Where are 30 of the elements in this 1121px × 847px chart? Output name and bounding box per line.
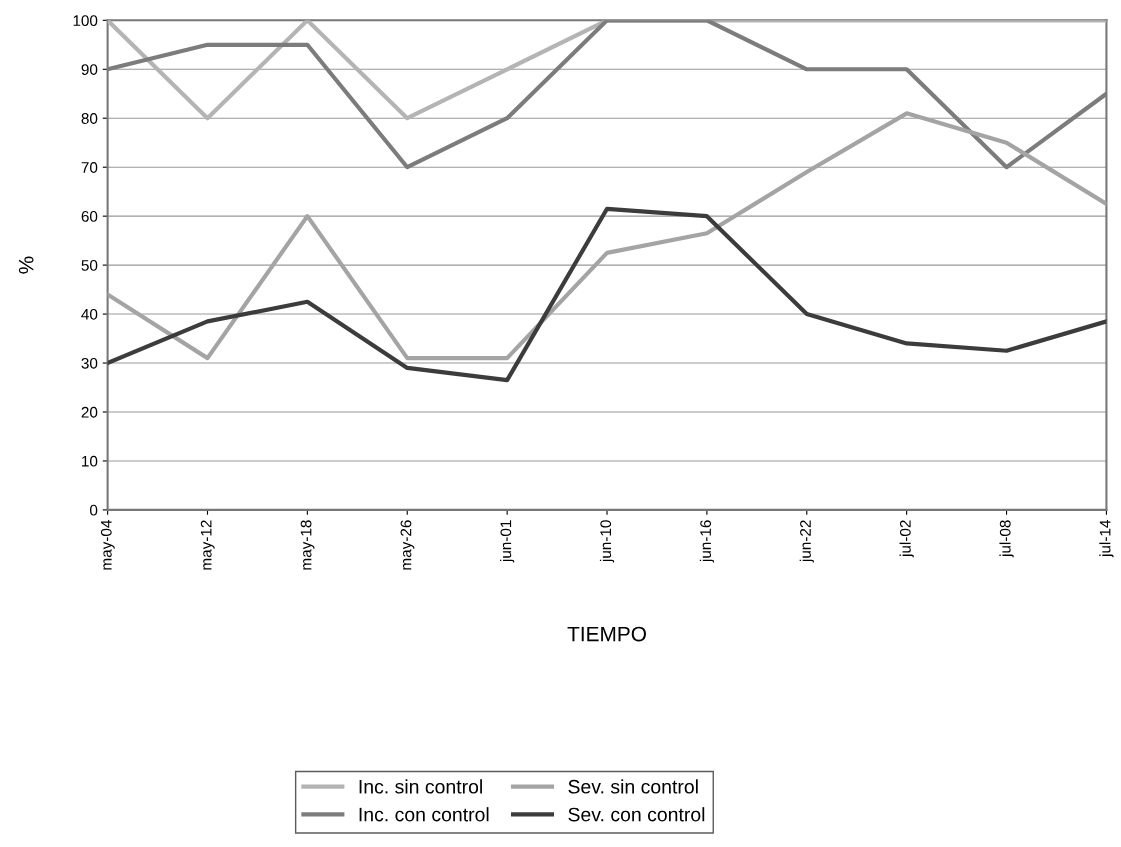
y-tick-label: 30 — [81, 357, 98, 369]
x-tick-label: may-04 — [100, 520, 115, 570]
x-tick-label: may-26 — [400, 520, 415, 570]
x-axis-title: TIEMPO — [567, 626, 646, 642]
y-axis-title: % — [18, 256, 34, 274]
y-tick-label: 60 — [81, 211, 98, 222]
x-tick-label: jul-02 — [899, 520, 914, 558]
x-tick-label: jun-01 — [500, 520, 515, 563]
legend-label: Sev. sin control — [568, 779, 698, 794]
x-tick-label: jun-16 — [699, 520, 715, 563]
x-tick-label: jul-08 — [999, 520, 1014, 558]
legend-label: Inc. con control — [359, 807, 489, 822]
y-tick-label: 20 — [81, 406, 98, 418]
legend-label: Sev. con control — [568, 807, 705, 822]
y-tick-label: 40 — [81, 308, 98, 320]
y-tick-label: 50 — [81, 259, 98, 271]
y-tick-label: 0 — [89, 504, 98, 516]
y-tick-label: 10 — [82, 455, 98, 467]
x-tick-label: may-12 — [200, 520, 215, 570]
line-series — [107, 111, 1107, 361]
y-tick-label: 90 — [81, 64, 98, 75]
y-tick-label: 100 — [73, 15, 98, 27]
line-series — [107, 206, 1107, 383]
legend-label: Inc. sin control — [359, 779, 482, 794]
x-tick-label: jul-14 — [1099, 520, 1114, 558]
x-tick-label: jun-22 — [799, 520, 814, 563]
x-tick-label: jun-10 — [599, 520, 615, 563]
y-tick-label: 80 — [81, 113, 98, 124]
x-tick-label: may-18 — [300, 520, 315, 570]
y-tick-label: 70 — [81, 162, 98, 173]
